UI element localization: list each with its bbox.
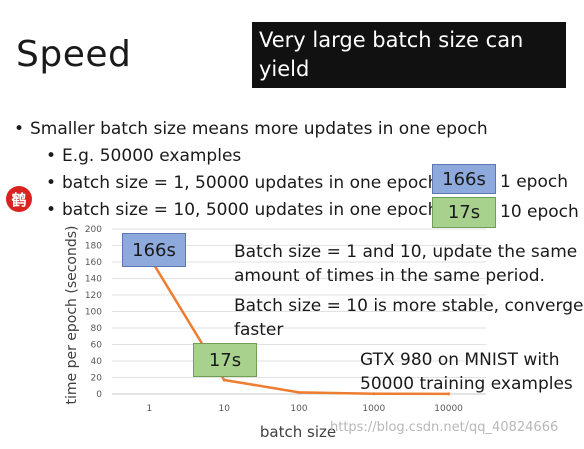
seal-stamp-text: 鹤	[11, 190, 27, 209]
y-tick-label: 20	[91, 374, 103, 384]
point-label-17s: 17s	[193, 343, 257, 377]
note-stable-line-2: faster	[234, 320, 284, 340]
bullet-2-text: E.g. 50000 examples	[62, 146, 242, 166]
bullet-1-text: Smaller batch size means more updates in…	[30, 119, 488, 139]
bullet-3-text: batch size = 1, 50000 updates in one epo…	[62, 173, 439, 193]
note-same-updates-line-1: Batch size = 1 and 10, update the same	[234, 242, 578, 262]
note-stable-line-1: Batch size = 10 is more stable, converge	[234, 296, 584, 316]
epoch-box-17s-text: 17s	[447, 202, 481, 223]
seal-stamp-icon: 鹤	[6, 186, 32, 212]
point-label-166s-text: 166s	[132, 239, 176, 261]
slide-title: Speed	[16, 34, 132, 75]
y-tick-label: 80	[91, 324, 103, 334]
y-tick-label: 120	[85, 291, 102, 301]
x-tick-label: 10	[218, 404, 230, 414]
callout-line-1: Very large batch size can yield	[259, 28, 524, 81]
y-tick-label: 0	[96, 390, 102, 400]
point-label-17s-text: 17s	[208, 349, 242, 371]
epoch-box-17s: 17s	[432, 197, 496, 228]
watermark: https://blog.csdn.net/qq_40824666	[330, 420, 559, 435]
bullet-4: • batch size = 10, 5000 updates in one ep…	[46, 199, 438, 217]
y-tick-label: 100	[85, 308, 102, 318]
epoch-label-10: 10 epoch	[500, 202, 579, 222]
y-tick-label: 60	[91, 341, 103, 351]
y-tick-label: 140	[85, 275, 102, 285]
note-same-updates-line-2: amount of times in the same period.	[234, 266, 545, 286]
point-label-166s: 166s	[122, 233, 186, 267]
bullet-3: • batch size = 1, 50000 updates in one ep…	[46, 173, 439, 193]
bullet-1: • Smaller batch size means more updates i…	[14, 119, 488, 139]
callout-line-2: worse performance	[259, 86, 463, 110]
y-tick-label: 200	[85, 225, 102, 235]
data-point	[447, 392, 451, 396]
x-tick-label: 100	[290, 404, 307, 414]
data-point	[222, 378, 226, 382]
epoch-label-1: 1 epoch	[500, 172, 568, 192]
note-hardware-line-1: GTX 980 on MNIST with	[360, 350, 560, 370]
x-tick-label: 1000	[362, 404, 385, 414]
x-tick-label: 1	[147, 404, 153, 414]
chart-x-axis-label: batch size	[260, 423, 336, 441]
bullet-4-text: batch size = 10, 5000 updates in one epo…	[62, 200, 439, 217]
y-tick-label: 180	[85, 242, 102, 252]
y-tick-label: 160	[85, 258, 102, 268]
y-tick-label: 40	[91, 357, 103, 367]
data-point	[297, 390, 301, 394]
epoch-box-166s-text: 166s	[442, 168, 486, 190]
epoch-box-166s: 166s	[432, 164, 496, 194]
data-point	[372, 392, 376, 396]
note-hardware-line-2: 50000 training examples	[360, 374, 573, 394]
chart-y-ticks: 0 20 40 60 80 100 120 140 160 180 200	[85, 225, 102, 400]
bullet-2: • E.g. 50000 examples	[46, 146, 242, 166]
chart-y-axis-label: time per epoch (seconds)	[64, 225, 80, 404]
callout-box: Very large batch size can yield worse pe…	[252, 22, 566, 110]
x-tick-label: 10000	[434, 404, 463, 414]
chart-x-ticks: 1 10 100 1000 10000	[147, 404, 464, 414]
